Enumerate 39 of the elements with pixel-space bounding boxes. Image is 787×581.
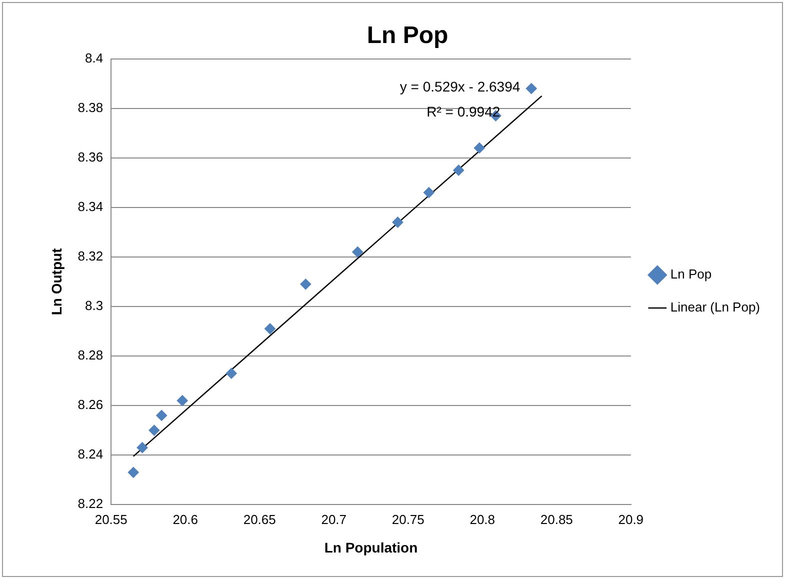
annotation: R² = 0.9942 [426, 104, 500, 120]
point [148, 424, 160, 436]
x-tick-label: 20.9 [618, 512, 644, 527]
point [176, 395, 188, 406]
chart-title: Ln Pop [366, 22, 448, 50]
x-tick-label: 20.85 [540, 512, 573, 527]
legend-label: Ln Pop [670, 266, 712, 282]
y-axis-title: Ln Output [48, 248, 64, 316]
point [352, 246, 364, 258]
point [453, 164, 464, 176]
point [136, 442, 148, 454]
point [392, 216, 404, 228]
y-tick-label: 8.32 [78, 248, 104, 264]
x-axis-title: Ln Population [324, 539, 418, 556]
y-tick-label: 8.26 [78, 397, 104, 412]
y-tick-label: 8.24 [78, 446, 104, 462]
y-tick-label: 8.28 [78, 348, 104, 363]
point [474, 142, 485, 154]
point [423, 187, 434, 198]
x-tick-label: 20.8 [470, 512, 496, 527]
y-tick-label: 8.3 [85, 298, 104, 314]
point [300, 278, 312, 290]
point [128, 466, 139, 478]
annotation: y = 0.529x - 2.6394 [400, 78, 520, 95]
x-tick-label: 20.75 [392, 512, 424, 527]
x-tick-label: 20.65 [243, 512, 276, 527]
x-tick-label: 20.7 [321, 512, 347, 527]
point [226, 368, 237, 379]
x-tick-label: 20.6 [172, 512, 198, 527]
x-tick-label: 20.55 [94, 512, 128, 527]
legend-label: Linear (Ln Pop) [670, 300, 760, 315]
y-tick-label: 8.34 [78, 198, 104, 214]
y-tick-label: 8.4 [85, 50, 104, 66]
y-tick-label: 8.38 [78, 100, 104, 115]
y-tick-label: 8.22 [78, 496, 104, 512]
point [264, 323, 276, 334]
point [526, 83, 537, 94]
y-tick-label: 8.36 [78, 149, 104, 164]
point [156, 410, 168, 421]
